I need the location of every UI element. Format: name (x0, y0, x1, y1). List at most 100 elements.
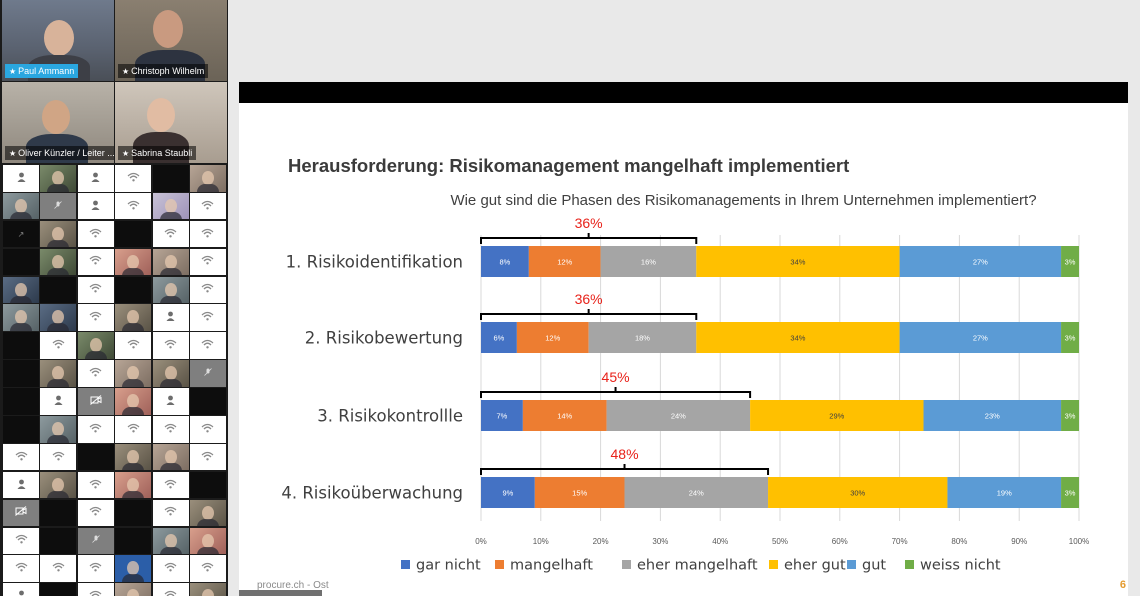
participant-thumbnail[interactable] (152, 443, 189, 471)
participant-thumbnail[interactable] (115, 499, 152, 527)
participant-thumbnail[interactable] (152, 416, 189, 443)
participant-thumbnail[interactable] (40, 165, 77, 192)
participant-thumbnail[interactable] (40, 276, 77, 304)
participant-thumbnail[interactable] (40, 332, 77, 359)
participant-thumbnail[interactable] (3, 276, 39, 304)
participant-thumbnail[interactable] (3, 416, 39, 443)
participant-thumbnail[interactable] (152, 165, 189, 192)
participant-thumbnail[interactable] (77, 332, 114, 359)
participant-thumbnail[interactable] (3, 527, 39, 555)
participant-tile-main[interactable]: ★ Oliver Künzler / Leiter ... (2, 82, 114, 163)
participant-thumbnail[interactable] (40, 220, 77, 248)
participant-thumbnail[interactable] (115, 388, 152, 415)
participant-thumbnail[interactable] (152, 304, 189, 331)
participant-thumbnail[interactable] (189, 555, 226, 582)
participant-thumbnail[interactable] (152, 192, 189, 220)
participant-thumbnail[interactable] (40, 192, 77, 220)
participant-tile-main[interactable]: ★ Christoph Wilhelm (115, 0, 227, 81)
participant-thumbnail[interactable] (189, 527, 226, 555)
participant-thumbnail[interactable] (115, 555, 152, 582)
participant-thumbnail[interactable] (3, 304, 39, 331)
participant-thumbnail[interactable] (77, 555, 114, 582)
participant-thumbnail[interactable] (152, 499, 189, 527)
horizontal-scrollbar[interactable] (239, 590, 322, 596)
participant-thumbnail[interactable] (115, 443, 152, 471)
participant-thumbnail[interactable] (40, 499, 77, 527)
participant-thumbnail[interactable] (115, 276, 152, 304)
participant-thumbnail[interactable] (189, 248, 226, 276)
participant-thumbnail[interactable] (189, 388, 226, 415)
participant-thumbnail[interactable] (3, 555, 39, 582)
participant-thumbnail[interactable] (40, 583, 77, 596)
participant-thumbnail[interactable] (115, 332, 152, 359)
participant-thumbnail[interactable] (152, 360, 189, 387)
participant-thumbnail[interactable] (115, 416, 152, 443)
participant-thumbnail[interactable] (40, 388, 77, 415)
participant-thumbnail[interactable] (115, 471, 152, 499)
participant-thumbnail[interactable] (189, 192, 226, 220)
participant-thumbnail[interactable] (189, 332, 226, 359)
participant-thumbnail[interactable] (40, 304, 77, 331)
participant-thumbnail[interactable] (77, 304, 114, 331)
participant-thumbnail[interactable] (152, 332, 189, 359)
participant-thumbnail[interactable] (77, 220, 114, 248)
participant-thumbnail[interactable] (77, 276, 114, 304)
participant-thumbnail[interactable] (189, 443, 226, 471)
participant-thumbnail[interactable] (152, 276, 189, 304)
participant-thumbnail[interactable] (77, 583, 114, 596)
participant-thumbnail[interactable] (3, 388, 39, 415)
participant-thumbnail[interactable] (3, 499, 39, 527)
participant-thumbnail[interactable] (3, 248, 39, 276)
participant-thumbnail[interactable] (189, 165, 226, 192)
participant-thumbnail[interactable] (77, 416, 114, 443)
participant-thumbnail[interactable]: ↗ (3, 220, 39, 248)
participant-thumbnail[interactable] (189, 583, 226, 596)
participant-thumbnail[interactable] (189, 499, 226, 527)
participant-thumbnail[interactable] (3, 471, 39, 499)
participant-thumbnail[interactable] (115, 360, 152, 387)
participant-thumbnail[interactable] (77, 248, 114, 276)
participant-thumbnail[interactable] (115, 192, 152, 220)
participant-thumbnail[interactable] (40, 527, 77, 555)
participant-thumbnail[interactable] (152, 527, 189, 555)
participant-thumbnail[interactable] (115, 220, 152, 248)
participant-thumbnail[interactable] (40, 360, 77, 387)
participant-thumbnail[interactable] (115, 304, 152, 331)
participant-thumbnail[interactable] (189, 220, 226, 248)
participant-thumbnail[interactable] (77, 165, 114, 192)
participant-thumbnail[interactable] (3, 165, 39, 192)
participant-thumbnail[interactable] (189, 276, 226, 304)
participant-tile-main[interactable]: ★ Paul Ammann (2, 0, 114, 81)
participant-thumbnail[interactable] (77, 388, 114, 415)
participant-thumbnail[interactable] (77, 443, 114, 471)
participant-thumbnail[interactable] (189, 416, 226, 443)
participant-thumbnail[interactable] (3, 443, 39, 471)
participant-thumbnail[interactable] (189, 471, 226, 499)
participant-thumbnail[interactable] (40, 248, 77, 276)
participant-thumbnail[interactable] (152, 388, 189, 415)
participant-thumbnail[interactable] (3, 360, 39, 387)
participant-thumbnail[interactable] (40, 443, 77, 471)
participant-thumbnail[interactable] (189, 304, 226, 331)
participant-thumbnail[interactable] (77, 527, 114, 555)
participant-thumbnail[interactable] (3, 332, 39, 359)
participant-thumbnail[interactable] (115, 527, 152, 555)
participant-thumbnail[interactable] (152, 471, 189, 499)
participant-thumbnail[interactable] (40, 471, 77, 499)
participant-thumbnail[interactable] (115, 583, 152, 596)
participant-thumbnail[interactable] (40, 416, 77, 443)
participant-thumbnail[interactable] (152, 583, 189, 596)
participant-thumbnail[interactable] (40, 555, 77, 582)
participant-thumbnail[interactable] (115, 165, 152, 192)
participant-thumbnail[interactable] (152, 248, 189, 276)
participant-thumbnail[interactable] (77, 471, 114, 499)
participant-thumbnail[interactable] (152, 220, 189, 248)
participant-tile-main[interactable]: ★ Sabrina Staubli (115, 82, 227, 163)
participant-thumbnail[interactable] (189, 360, 226, 387)
participant-thumbnail[interactable] (3, 192, 39, 220)
participant-thumbnail[interactable] (152, 555, 189, 582)
participant-thumbnail[interactable] (77, 360, 114, 387)
participant-thumbnail[interactable] (3, 583, 39, 596)
participant-thumbnail[interactable] (77, 499, 114, 527)
participant-thumbnail[interactable] (77, 192, 114, 220)
